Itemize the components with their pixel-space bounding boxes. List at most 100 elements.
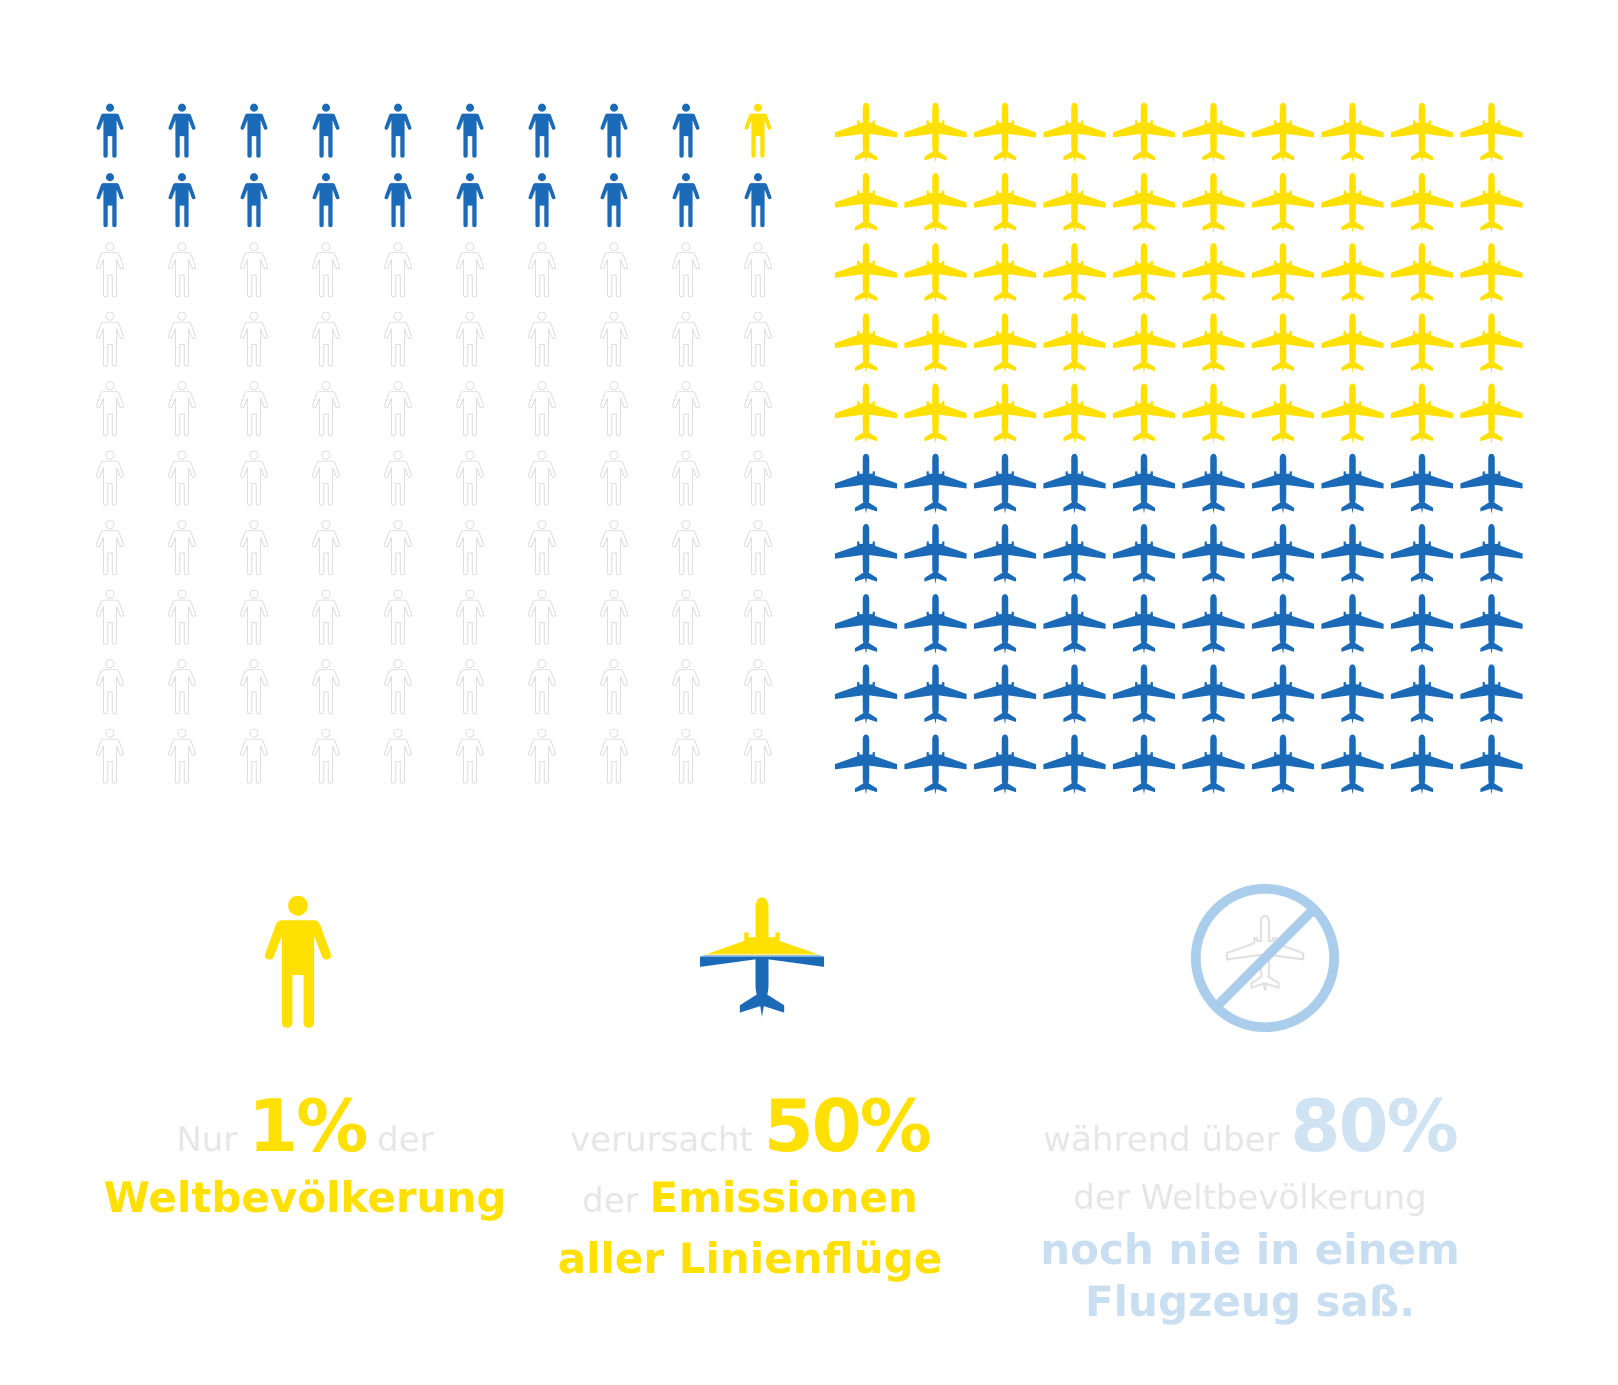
stat1-subject: Weltbevölkerung: [103, 1173, 507, 1222]
airplane-icon: [1112, 734, 1176, 795]
airplane-icon: [1251, 453, 1315, 514]
airplane-icon: [1043, 453, 1106, 514]
person-icon: [240, 659, 268, 715]
stat2-prefix: verursacht: [570, 1120, 764, 1160]
person-icon: [672, 173, 700, 228]
airplane-icon: [834, 453, 898, 514]
person-icon: [600, 311, 628, 367]
stat3-line2: der Weltbevölkerung: [1073, 1178, 1427, 1218]
person-icon: [672, 589, 700, 645]
person-icon: [384, 659, 412, 715]
airplane-icon: [904, 313, 967, 374]
airplanes-grid: [834, 102, 1523, 795]
person-icon: [600, 173, 628, 228]
airplane-icon: [973, 102, 1037, 163]
person-icon: [96, 242, 124, 298]
airplane-icon: [973, 664, 1037, 725]
person-icon: [96, 728, 124, 784]
stat3-prefix: während über: [1043, 1120, 1291, 1160]
airplane-icon: [834, 664, 898, 725]
person-icon: [384, 450, 412, 506]
person-icon: [672, 311, 700, 367]
airplane-icon: [1251, 594, 1315, 655]
airplane-icon: [973, 243, 1037, 304]
airplane-icon: [904, 734, 967, 795]
person-icon: [528, 589, 556, 645]
person-icon: [456, 450, 484, 506]
person-icon: [528, 242, 556, 298]
airplane-icon: [1043, 243, 1106, 304]
airplane-icon: [1182, 383, 1245, 444]
airplane-icon: [904, 523, 967, 584]
person-icon: [96, 450, 124, 506]
person-icon: [672, 103, 700, 158]
airplane-icon: [1460, 102, 1523, 163]
person-icon: [744, 173, 772, 228]
person-icon: [312, 311, 340, 367]
person-icon: [744, 728, 772, 784]
airplane-icon: [1460, 243, 1523, 304]
person-icon: [96, 103, 124, 158]
airplane-icon: [834, 243, 898, 304]
airplane-icon: [834, 523, 898, 584]
person-icon: [168, 659, 196, 715]
person-icon: [528, 103, 556, 158]
airplane-icon: [1251, 243, 1315, 304]
person-icon: [528, 450, 556, 506]
airplane-icon: [1460, 383, 1523, 444]
airplane-icon: [1182, 313, 1245, 374]
no-flight-icon: [1190, 883, 1340, 1033]
stat1-suffix: der: [366, 1120, 434, 1160]
airplane-icon: [834, 102, 898, 163]
airplane-icon: [1390, 734, 1454, 795]
person-icon: [168, 450, 196, 506]
airplane-icon: [1460, 313, 1523, 374]
airplane-icon: [1043, 172, 1106, 233]
person-icon: [384, 311, 412, 367]
airplane-icon: [1112, 664, 1176, 725]
person-icon: [240, 728, 268, 784]
airplane-icon: [973, 734, 1037, 795]
airplane-icon: [973, 383, 1037, 444]
person-icon: [312, 520, 340, 576]
airplane-icon: [1182, 523, 1245, 584]
person-icon: [168, 173, 196, 228]
airplane-icon: [904, 453, 967, 514]
stat1-percent: 1%: [248, 1084, 368, 1168]
person-icon: [528, 728, 556, 784]
airplane-icon: [1251, 172, 1315, 233]
people-grid: [96, 103, 772, 784]
person-icon: [312, 103, 340, 158]
airplane-icon: [973, 594, 1037, 655]
stat2-line2-bold: Emissionen: [649, 1173, 918, 1222]
person-icon: [744, 450, 772, 506]
person-icon: [240, 381, 268, 437]
person-icon: [528, 173, 556, 228]
person-icon: [456, 728, 484, 784]
person-icon: [240, 242, 268, 298]
person-icon: [456, 103, 484, 158]
stat2-percent: 50%: [763, 1084, 932, 1168]
airplane-icon: [1251, 383, 1315, 444]
person-icon: [384, 728, 412, 784]
person-icon: [312, 589, 340, 645]
person-icon: [672, 450, 700, 506]
airplane-icon: [1043, 383, 1106, 444]
airplane-icon: [1460, 172, 1523, 233]
stat3-percent: 80%: [1290, 1084, 1458, 1168]
airplane-icon: [1321, 594, 1384, 655]
person-icon: [744, 103, 772, 158]
person-icon: [168, 242, 196, 298]
person-icon: [265, 895, 331, 1028]
airplane-icon: [1321, 523, 1384, 584]
airplane-icon: [1112, 243, 1176, 304]
airplane-icon: [1390, 313, 1454, 374]
person-icon: [672, 520, 700, 576]
airplane-icon: [1390, 523, 1454, 584]
airplane-icon: [1043, 313, 1106, 374]
airplane-icon: [1112, 594, 1176, 655]
airplane-icon: [1182, 172, 1245, 233]
person-icon: [312, 450, 340, 506]
person-icon: [312, 381, 340, 437]
airplane-icon: [1390, 172, 1454, 233]
